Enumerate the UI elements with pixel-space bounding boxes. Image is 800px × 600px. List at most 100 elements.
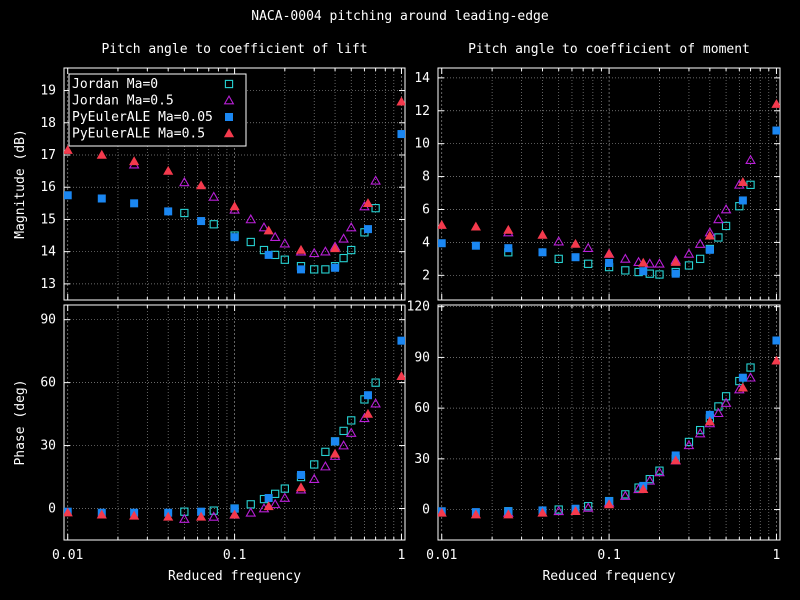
data-point (683, 248, 695, 258)
data-point (209, 506, 218, 515)
data-point (772, 336, 780, 345)
data-point (713, 213, 724, 224)
data-point (163, 165, 174, 175)
data-points (438, 336, 780, 519)
data-point (164, 207, 173, 216)
data-point (619, 253, 631, 263)
data-point (553, 505, 565, 516)
data-point (621, 266, 630, 275)
data-point (537, 229, 548, 239)
legend-marker (223, 128, 235, 138)
legend-label: PyEulerALE Ma=0.05 (72, 110, 213, 125)
data-point (339, 253, 348, 263)
data-point (471, 241, 480, 250)
data-point (295, 244, 307, 254)
plot-frame (437, 67, 781, 301)
data-point (196, 180, 207, 190)
data-point (196, 511, 207, 521)
data-point (684, 437, 694, 447)
y-tick-label: 2 (422, 268, 430, 283)
series-2 (64, 130, 405, 274)
panel-moment-mag: 2 4 6 8 10 12 14 Pitch angle to coefficient of … (414, 42, 781, 301)
data-point (331, 263, 340, 272)
y-tick-label: 19 (40, 84, 56, 99)
data-point (264, 494, 273, 503)
data-point (347, 245, 356, 255)
data-point (163, 511, 174, 521)
y-tick-label: 60 (414, 401, 430, 416)
x-tick-label: 1 (773, 548, 781, 563)
y-tick-label: 16 (40, 180, 56, 195)
y-tick-label: 17 (40, 148, 56, 163)
data-point (310, 460, 319, 469)
data-point (644, 258, 656, 268)
data-point (639, 267, 648, 276)
series-2 (438, 126, 780, 278)
data-point (347, 416, 356, 425)
data-point (329, 448, 341, 458)
data-point (129, 510, 140, 520)
panel-lift-mag: 13 14 15 16 17 18 19 Pitch angle to coefficient… (13, 42, 406, 301)
legend-marker (223, 94, 235, 105)
data-point (537, 507, 548, 517)
panel-lift-phase: 0 30 60 90 0.01 0.1 1 Reduced frequency Phase (d… (13, 304, 406, 584)
data-point (129, 156, 140, 166)
data-point (180, 208, 189, 218)
x-tick-label: 1 (398, 548, 406, 563)
data-point (737, 382, 748, 392)
y-tick-label: 14 (40, 245, 56, 260)
data-point (269, 231, 281, 242)
data-point (371, 204, 380, 213)
data-point (339, 426, 348, 436)
data-point (345, 427, 357, 437)
data-point (713, 407, 724, 418)
legend-label: Jordan Ma=0 (72, 77, 158, 92)
y-tick-label: 4 (422, 235, 430, 250)
data-point (683, 439, 695, 450)
legend-marker (224, 113, 233, 122)
data-point (321, 265, 330, 274)
y-tick-label: 120 (407, 300, 430, 315)
data-point (208, 511, 220, 521)
data-point (704, 230, 715, 240)
data-point (263, 225, 274, 235)
legend-label: PyEulerALE Ma=0.5 (72, 127, 205, 142)
plot-frame (63, 304, 406, 541)
data-point (771, 98, 780, 108)
data-point (321, 447, 330, 457)
data-point (714, 233, 723, 242)
data-point (179, 176, 190, 187)
y-axis-label: Phase (deg) (13, 379, 28, 465)
panel-moment-phase: 0 30 60 90 120 0.01 0.1 1 Reduced frequency (407, 300, 781, 584)
y-tick-label: 15 (40, 212, 56, 227)
plot-frame (63, 67, 406, 301)
data-point (264, 250, 273, 259)
plot-frame (437, 304, 781, 541)
data-point (721, 221, 731, 231)
data-point (721, 392, 731, 401)
legend-label: Jordan Ma=0.5 (72, 94, 174, 109)
data-point (554, 254, 563, 264)
data-point (396, 96, 405, 106)
data-point (397, 336, 405, 345)
data-point (280, 484, 289, 493)
y-tick-label: 0 (48, 502, 56, 517)
data-point (470, 221, 481, 231)
y-tick-label: 12 (414, 104, 430, 119)
data-point (771, 355, 780, 365)
data-point (229, 201, 240, 211)
data-point (338, 440, 349, 450)
data-point (570, 238, 581, 248)
data-point (638, 484, 649, 493)
data-point (329, 243, 341, 253)
data-point (438, 507, 447, 517)
data-point (695, 254, 705, 264)
data-point (279, 492, 291, 502)
data-point (370, 398, 381, 408)
data-point (308, 247, 320, 258)
data-point (604, 248, 615, 258)
data-point (584, 259, 593, 268)
y-tick-label: 0 (422, 503, 430, 518)
data-point (720, 203, 732, 214)
data-point (604, 499, 615, 509)
